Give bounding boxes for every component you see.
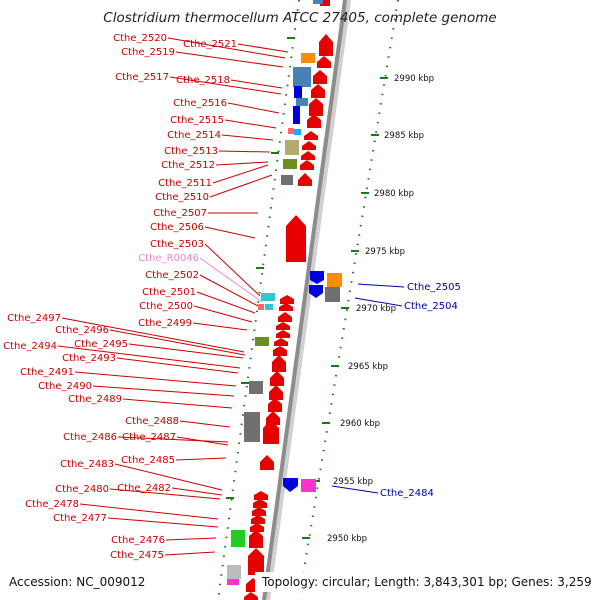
gene-label[interactable]: Cthe_2475 xyxy=(110,550,164,561)
gene-label[interactable]: Cthe_2507 xyxy=(153,208,207,219)
gene-label[interactable]: Cthe_2501 xyxy=(142,287,196,298)
gene-label[interactable]: Cthe_2510 xyxy=(155,192,209,203)
right-gene-labels: Cthe_2505 Cthe_2504 Cthe_2484 xyxy=(380,282,461,499)
left-gene-labels: Cthe_2520 Cthe_2521 Cthe_2519 Cthe_2517 … xyxy=(3,33,237,561)
gene-label[interactable]: Cthe_2494 xyxy=(3,341,57,352)
gene-label[interactable]: Cthe_2493 xyxy=(62,353,116,364)
gene-label[interactable]: Cthe_2516 xyxy=(173,98,227,109)
gene-label[interactable]: Cthe_2499 xyxy=(138,318,192,329)
gene-label[interactable]: Cthe_2521 xyxy=(183,39,237,50)
kbp-label: 2950 kbp xyxy=(327,534,367,544)
footer-backdrop xyxy=(255,572,591,592)
right-connector-lines xyxy=(331,283,405,494)
gene-label[interactable]: Cthe_2486 xyxy=(63,432,117,443)
gene-label[interactable]: Cthe_2518 xyxy=(176,75,230,86)
gene-label[interactable]: Cthe_2519 xyxy=(121,47,175,58)
gene-label[interactable]: Cthe_2520 xyxy=(113,33,167,44)
gene-label[interactable]: Cthe_2512 xyxy=(161,160,215,171)
gene-label[interactable]: Cthe_2513 xyxy=(164,146,218,157)
gene-label[interactable]: Cthe_2497 xyxy=(7,313,61,324)
gene-label[interactable]: Cthe_2491 xyxy=(20,367,74,378)
kbp-label: 2985 kbp xyxy=(384,131,424,141)
gene-label[interactable]: Cthe_2505 xyxy=(407,282,461,293)
minus-strand-features xyxy=(283,0,342,492)
outer-dotted-track xyxy=(298,0,399,600)
gene-label[interactable]: Cthe_2488 xyxy=(125,416,179,427)
gene-label[interactable]: Cthe_2489 xyxy=(68,394,122,405)
kbp-labels: 2990 kbp 2985 kbp 2980 kbp 2975 kbp 2970… xyxy=(327,74,434,544)
plus-strand-features xyxy=(227,0,333,600)
gene-label[interactable]: Cthe_2480 xyxy=(55,484,109,495)
rna-gene-label[interactable]: Cthe_R0046 xyxy=(138,253,199,264)
kbp-label: 2970 kbp xyxy=(356,304,396,314)
kbp-label: 2960 kbp xyxy=(340,419,380,429)
gene-label[interactable]: Cthe_2484 xyxy=(380,488,434,499)
gene-label[interactable]: Cthe_2496 xyxy=(55,325,109,336)
left-connector-lines xyxy=(57,37,289,556)
kbp-label: 2975 kbp xyxy=(365,247,405,257)
genome-backbone xyxy=(262,0,347,600)
gene-label[interactable]: Cthe_2477 xyxy=(53,513,107,524)
backbone-shadow xyxy=(264,0,351,600)
gene-label[interactable]: Cthe_2500 xyxy=(139,301,193,312)
gene-label[interactable]: Cthe_2495 xyxy=(74,339,128,350)
gene-label[interactable]: Cthe_2483 xyxy=(60,459,114,470)
scale-ticks xyxy=(226,37,388,539)
gene-label[interactable]: Cthe_2485 xyxy=(121,455,175,466)
gene-label[interactable]: Cthe_2514 xyxy=(167,130,221,141)
gene-label[interactable]: Cthe_2487 xyxy=(122,432,176,443)
map-title: Clostridium thermocellum ATCC 27405, com… xyxy=(103,10,496,26)
gene-label[interactable]: Cthe_2517 xyxy=(115,72,169,83)
gene-label[interactable]: Cthe_2503 xyxy=(150,239,204,250)
topology-text: Topology: circular; Length: 3,843,301 bp… xyxy=(261,575,592,589)
kbp-label: 2980 kbp xyxy=(374,189,414,199)
gene-label[interactable]: Cthe_2506 xyxy=(150,222,204,233)
gene-label[interactable]: Cthe_2476 xyxy=(111,535,165,546)
accession-text: Accession: NC_009012 xyxy=(9,575,145,589)
kbp-label: 2990 kbp xyxy=(394,74,434,84)
gene-label[interactable]: Cthe_2515 xyxy=(170,115,224,126)
gene-label[interactable]: Cthe_2490 xyxy=(38,381,92,392)
gene-label[interactable]: Cthe_2478 xyxy=(25,499,79,510)
gene-label[interactable]: Cthe_2504 xyxy=(404,301,458,312)
kbp-label: 2955 kbp xyxy=(333,477,373,487)
kbp-label: 2965 kbp xyxy=(348,362,388,372)
inner-dotted-track xyxy=(217,0,300,600)
gene-label[interactable]: Cthe_2502 xyxy=(145,270,199,281)
gene-label[interactable]: Cthe_2511 xyxy=(158,178,212,189)
gene-label[interactable]: Cthe_2482 xyxy=(117,483,171,494)
